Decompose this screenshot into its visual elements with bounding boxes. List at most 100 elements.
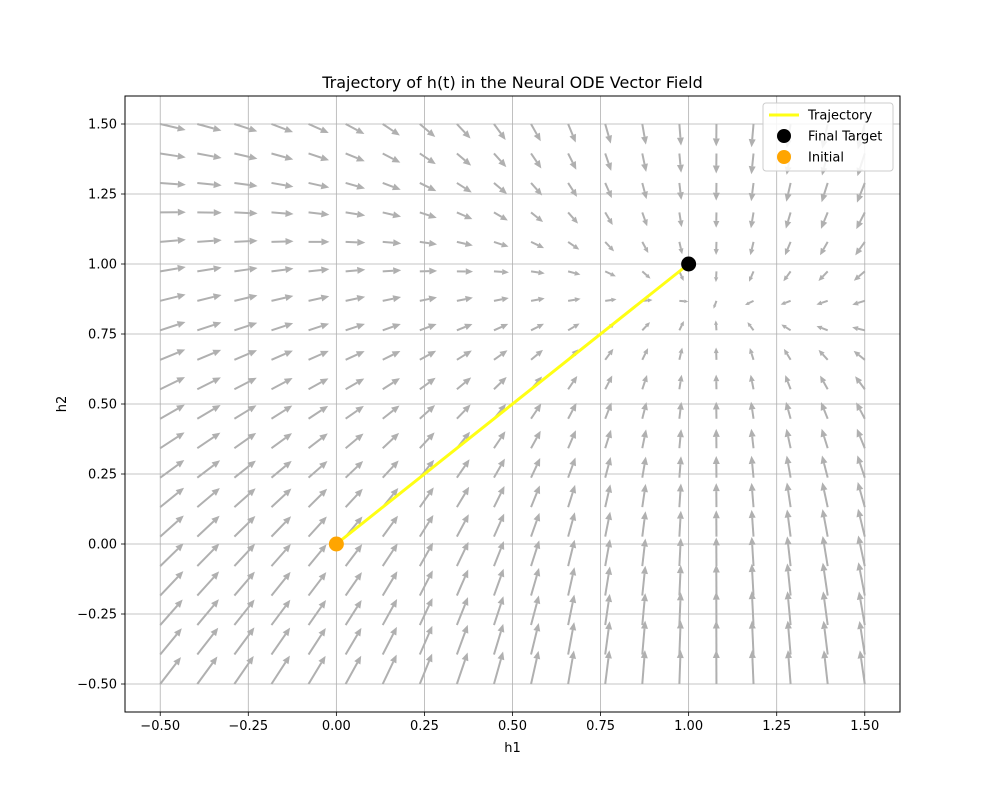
vector-arrow — [270, 599, 291, 626]
vector-arrow — [196, 571, 220, 597]
vector-arrow — [641, 241, 649, 254]
vector-arrow — [345, 238, 366, 246]
vector-arrow — [856, 482, 866, 508]
vector-arrow — [381, 654, 397, 685]
vector-arrow — [382, 182, 401, 191]
trajectory-line — [335, 262, 690, 546]
vector-arrow — [748, 650, 756, 685]
x-axis-ticks: −0.50 −0.25 0.00 0.25 0.50 0.75 1.00 1.25 1.50 — [140, 712, 879, 734]
vector-arrow — [159, 377, 186, 391]
vector-arrow — [159, 293, 186, 302]
vector-arrow — [712, 591, 720, 626]
vector-arrow — [604, 621, 613, 655]
vector-arrow — [456, 123, 471, 139]
vector-arrow — [381, 626, 397, 655]
vector-arrow — [820, 591, 829, 626]
x-tick-label: 1.00 — [674, 719, 703, 734]
vector-arrow — [419, 267, 438, 275]
vector-arrow — [530, 123, 541, 142]
vector-arrow — [160, 208, 186, 216]
vector-arrow — [820, 509, 829, 537]
vector-arrow — [604, 402, 612, 420]
vector-arrow — [270, 433, 292, 450]
vector-arrow — [748, 401, 756, 419]
y-tick-label: −0.50 — [77, 678, 117, 693]
vector-arrow — [344, 488, 363, 508]
vector-arrow — [604, 375, 613, 390]
vector-arrow — [641, 270, 651, 279]
vector-arrow — [160, 264, 186, 273]
y-tick-label: 0.25 — [88, 468, 117, 483]
vector-arrow — [271, 238, 294, 246]
vector-arrow — [234, 350, 258, 361]
vector-arrow — [493, 152, 507, 168]
vector-arrow — [456, 182, 472, 193]
vector-arrow — [641, 429, 648, 449]
vector-arrow — [271, 209, 294, 217]
vector-arrow — [816, 325, 829, 332]
vector-arrow — [345, 152, 365, 162]
vector-arrow — [270, 627, 291, 656]
vector-arrow — [567, 622, 577, 655]
vector-arrow — [456, 459, 470, 479]
vector-arrow — [567, 323, 580, 332]
vector-arrow — [455, 569, 469, 596]
vector-arrow — [567, 270, 581, 276]
vector-arrow — [233, 656, 254, 685]
vector-arrow — [382, 123, 400, 136]
vector-arrow — [419, 239, 438, 247]
vector-arrow — [493, 268, 509, 275]
vector-arrow — [271, 350, 293, 361]
vector-arrow — [784, 563, 792, 596]
vector-arrow — [455, 597, 469, 626]
vector-arrow — [676, 537, 684, 567]
y-axis-label: h2 — [55, 396, 70, 413]
data-series — [328, 256, 697, 552]
vector-arrow — [748, 182, 756, 202]
vector-arrow — [270, 405, 293, 420]
vector-arrow — [381, 599, 398, 626]
vector-arrow — [820, 212, 829, 229]
vector-arrow — [712, 428, 720, 449]
vector-arrow — [820, 241, 829, 256]
vector-arrow — [820, 455, 829, 478]
vector-arrow — [856, 182, 866, 203]
vector-arrow — [419, 152, 436, 165]
vector-arrow — [308, 210, 330, 218]
vector-arrow — [604, 457, 613, 478]
vector-arrow — [197, 209, 222, 217]
vector-arrow — [856, 211, 866, 230]
vector-arrow — [419, 377, 436, 391]
vector-arrow — [307, 655, 326, 685]
vector-arrow — [493, 123, 506, 140]
vector-arrow — [677, 182, 684, 200]
vector-arrow — [382, 211, 402, 219]
vector-arrow — [308, 350, 329, 361]
vector-arrow — [344, 655, 362, 685]
vector-arrow — [456, 268, 474, 275]
vector-arrow — [234, 123, 258, 133]
vector-arrow — [567, 241, 580, 250]
y-tick-label: 0.75 — [88, 328, 117, 343]
vector-arrow — [493, 182, 508, 194]
vector-arrow — [641, 402, 648, 419]
vector-arrow — [455, 541, 469, 567]
vector-arrow — [749, 347, 755, 361]
vector-arrow — [676, 123, 684, 146]
vector-arrow — [159, 123, 186, 132]
vector-arrow — [234, 321, 258, 332]
vector-arrow — [455, 624, 469, 655]
y-tick-label: 0.00 — [88, 538, 117, 553]
vector-arrow — [159, 460, 185, 479]
vector-arrow — [604, 211, 613, 226]
vector-arrow — [270, 460, 292, 479]
vector-arrow — [748, 123, 756, 148]
vector-arrow — [783, 348, 792, 361]
vector-arrow — [159, 599, 183, 626]
vector-arrow — [530, 152, 542, 169]
vector-arrow — [456, 295, 473, 303]
vector-arrow — [820, 375, 829, 390]
vector-arrow — [604, 650, 612, 685]
vector-arrow — [530, 323, 544, 332]
vector-arrow — [233, 377, 257, 391]
